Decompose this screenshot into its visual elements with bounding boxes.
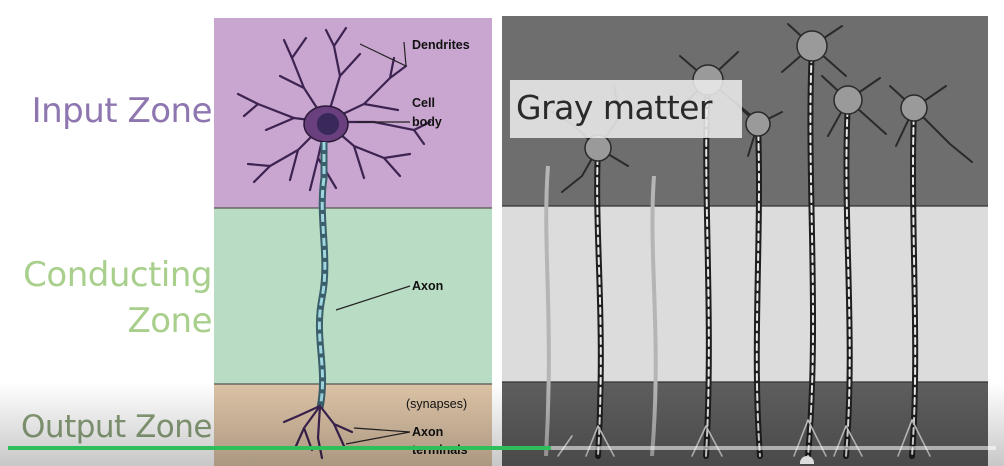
- synapses-label: (synapses): [406, 397, 467, 411]
- video-progress-bar[interactable]: [8, 446, 996, 450]
- cell-body-label-line2: body: [412, 115, 442, 129]
- axon-terminals-label-line1: Axon: [412, 425, 443, 439]
- gray-matter-illustration: [502, 16, 988, 466]
- gray-matter-title: Gray matter: [516, 88, 713, 127]
- white-matter-band: [502, 206, 988, 382]
- cell-body-label-line1: Cell: [412, 96, 435, 110]
- video-progress-fill: [8, 446, 552, 450]
- lower-gray-band: [502, 382, 988, 466]
- faint-axons: [544, 165, 658, 457]
- neuron-group-drawings: [551, 23, 973, 459]
- conducting-zone-band: [214, 208, 492, 384]
- input-zone-label: Input Zone: [31, 91, 213, 131]
- gray-matter-label-box: [510, 80, 742, 138]
- conducting-zone-label-line1: Conducting: [23, 255, 212, 295]
- neuron-diagram: Dendrites Cell body Axon (synapses) Axon…: [214, 18, 492, 466]
- video-scrubber-handle[interactable]: [800, 456, 814, 464]
- output-zone-band: [214, 384, 492, 466]
- conducting-zone-label: Conducting Zone: [23, 252, 212, 344]
- axon-label: Axon: [412, 279, 443, 293]
- nucleus-drawing: [317, 113, 339, 135]
- output-zone-label: Output Zone: [21, 409, 212, 445]
- dendrites-label: Dendrites: [412, 38, 470, 52]
- conducting-zone-label-line2: Zone: [127, 301, 212, 341]
